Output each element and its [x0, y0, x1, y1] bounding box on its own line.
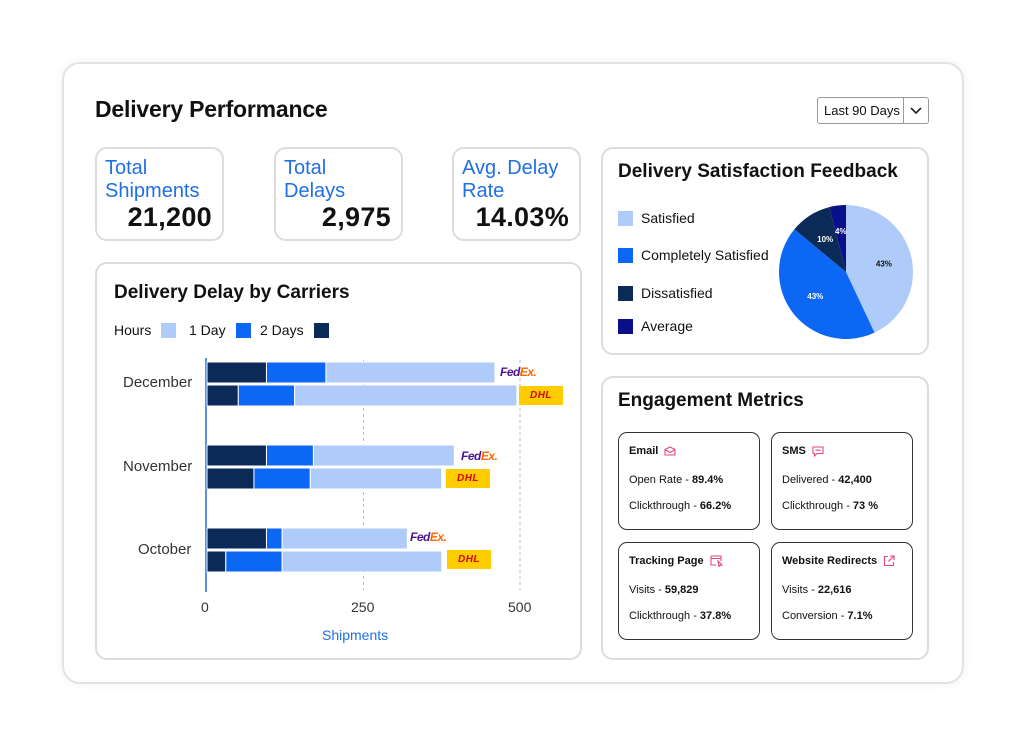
metric-title: Email: [629, 445, 659, 457]
month-label-december: December: [123, 374, 193, 391]
date-range-value: Last 90 Days: [824, 103, 900, 118]
pie-slice-completely-satisfied[interactable]: [779, 229, 875, 339]
bar-november-fedex-1-day[interactable]: [265, 444, 314, 467]
metric-title: Tracking Page: [629, 555, 704, 567]
legend-swatch: [618, 210, 633, 226]
bar-november-dhl-2-days[interactable]: [206, 467, 255, 490]
kpi-value: 21,200: [127, 202, 212, 232]
bar-october-fedex-hours[interactable]: [281, 527, 408, 550]
legend-swatch: [618, 318, 633, 334]
kpi-label: Avg. Delay Rate: [462, 157, 559, 202]
legend-swatch: [161, 322, 177, 338]
external-link-icon: [884, 555, 895, 567]
bar-december-dhl-1-day[interactable]: [237, 384, 296, 407]
kpi-avg-delay-rate: Avg. Delay Rate 14.03%: [452, 147, 581, 241]
bar-october-dhl-hours[interactable]: [281, 550, 443, 573]
metric-title: Website Redirects: [782, 555, 878, 567]
legend-label: 2 Days: [260, 322, 304, 338]
date-range-dropdown[interactable]: Last 90 Days: [817, 97, 929, 124]
carriers-chart-title: Delivery Delay by Carriers: [114, 282, 350, 303]
legend-hours: Hours: [114, 322, 177, 338]
bar-november-dhl-1-day[interactable]: [253, 467, 311, 490]
pie-slice-average[interactable]: [829, 205, 846, 272]
bar-december-fedex-2-days[interactable]: [206, 361, 267, 384]
bar-november-fedex-hours[interactable]: [312, 444, 455, 467]
bar-december-fedex-hours[interactable]: [325, 361, 496, 384]
fedex-logo: FedEx.: [410, 530, 447, 544]
dhl-logo: DHL: [446, 469, 490, 488]
pie-slice-satisfied[interactable]: [846, 205, 913, 333]
legend-label: Average: [641, 318, 693, 334]
pie-legend-dissatisfied: Dissatisfied: [618, 285, 713, 301]
bar-october-fedex-1-day[interactable]: [265, 527, 283, 550]
kpi-value: 14.03%: [475, 202, 569, 232]
pie-legend-average: Average: [618, 318, 693, 334]
legend-swatch: [618, 247, 633, 263]
month-label-october: October: [138, 541, 192, 558]
metric-title: SMS: [782, 445, 806, 457]
pie-legend-satisfied: Satisfied: [618, 210, 695, 226]
chevron-down-icon[interactable]: [902, 98, 928, 123]
legend-swatch: [235, 322, 251, 338]
fedex-logo: FedEx.: [500, 365, 537, 379]
legend-label: 1 Day: [189, 322, 226, 338]
month-label-november: November: [123, 458, 193, 475]
browser-pointer-icon: [710, 555, 723, 567]
pie-label: 43%: [807, 292, 823, 301]
pie-slice-dissatisfied[interactable]: [794, 207, 846, 272]
legend-swatch: [313, 322, 329, 338]
metric-card-website-redirects: Website Redirects Visits - 22,616 Conver…: [771, 542, 913, 640]
bar-october-dhl-1-day[interactable]: [225, 550, 283, 573]
bar-october-fedex-2-days[interactable]: [206, 527, 267, 550]
satisfaction-pie-chart: 43% 43% 10%4%: [779, 205, 913, 339]
engagement-panel: [601, 376, 929, 660]
dhl-logo: DHL: [447, 550, 491, 569]
x-tick-250: 250: [351, 599, 375, 615]
x-tick-500: 500: [508, 599, 532, 615]
pie-label: 4%: [835, 227, 847, 236]
chat-icon: [812, 445, 824, 457]
kpi-value: 2,975: [321, 202, 391, 232]
page-title: Delivery Performance: [95, 96, 328, 122]
kpi-total-delays: Total Delays 2,975: [274, 147, 403, 241]
legend-1-day: 1 Day: [189, 322, 251, 338]
metric-card-tracking-page: Tracking Page Visits - 59,829 Clickthrou…: [618, 542, 760, 640]
bar-december-fedex-1-day[interactable]: [265, 361, 327, 384]
legend-label: Satisfied: [641, 210, 695, 226]
x-tick-0: 0: [201, 599, 209, 615]
bar-november-dhl-hours[interactable]: [309, 467, 443, 490]
legend-label: Hours: [114, 322, 152, 338]
x-axis-label: Shipments: [322, 627, 389, 643]
fedex-logo: FedEx.: [461, 449, 498, 463]
pie-label: 43%: [876, 260, 892, 269]
engagement-title: Engagement Metrics: [618, 390, 804, 411]
bar-october-dhl-2-days[interactable]: [206, 550, 227, 573]
legend-swatch: [618, 285, 633, 301]
legend-label: Completely Satisfied: [641, 247, 769, 263]
bar-november-fedex-2-days[interactable]: [206, 444, 267, 467]
dhl-logo: DHL: [519, 386, 563, 405]
metric-card-sms: SMS Delivered - 42,400 Clickthrough - 73…: [771, 432, 913, 530]
envelope-icon: [664, 446, 676, 456]
legend-2-days: 2 Days: [260, 322, 329, 338]
legend-label: Dissatisfied: [641, 285, 713, 301]
kpi-label: Total Shipments: [105, 157, 200, 202]
pie-label: 10%: [817, 235, 833, 244]
pie-legend-completely-satisfied: Completely Satisfied: [618, 247, 769, 263]
satisfaction-title: Delivery Satisfaction Feedback: [618, 161, 898, 182]
kpi-label: Total Delays: [284, 157, 346, 202]
metric-card-email: Email Open Rate - 89.4% Clickthrough - 6…: [618, 432, 760, 530]
kpi-total-shipments: Total Shipments 21,200: [95, 147, 224, 241]
bar-december-dhl-2-days[interactable]: [206, 384, 239, 407]
bar-december-dhl-hours[interactable]: [294, 384, 518, 407]
